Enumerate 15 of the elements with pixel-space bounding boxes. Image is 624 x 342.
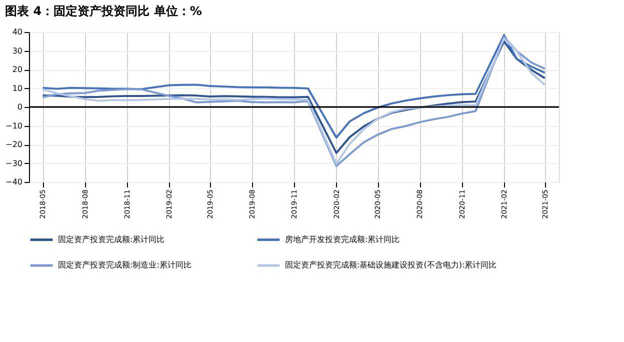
- y-tick-label: 30: [12, 46, 22, 56]
- y-tick-label: −20: [6, 140, 22, 149]
- legend-label: 固定资产投资完成额:制造业:累计同比: [58, 260, 192, 270]
- chart-title: 图表 4：固定资产投资同比 单位：%: [5, 4, 202, 18]
- y-tick-label: 20: [12, 65, 22, 74]
- y-tick-label: −30: [6, 158, 22, 168]
- y-tick-label: 40: [12, 28, 22, 36]
- y-tick-label: 0: [17, 102, 22, 112]
- legend-label: 固定资产投资完成额:基础设施建设投资(不含电力):累计同比: [285, 260, 497, 270]
- line-series: [42, 34, 546, 139]
- legend-label: 房地产开发投资完成额:累计同比: [285, 234, 400, 244]
- y-tick-label: −10: [6, 121, 22, 130]
- y-tick-label: 10: [12, 84, 22, 93]
- y-tick-label: −40: [6, 178, 22, 186]
- legend-label: 固定资产投资完成额:累计同比: [58, 234, 165, 244]
